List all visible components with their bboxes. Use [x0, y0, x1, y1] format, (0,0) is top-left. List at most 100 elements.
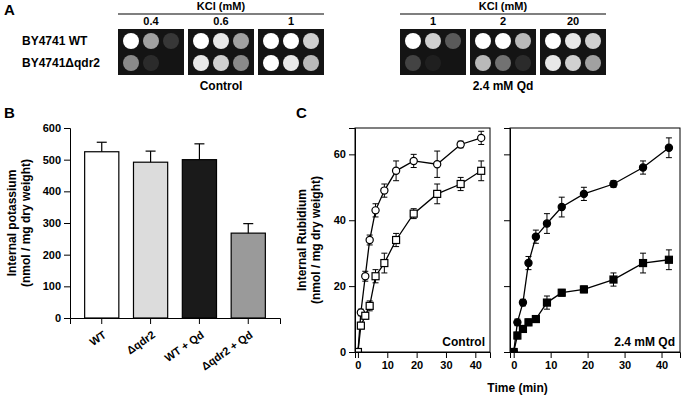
error-bar [381, 253, 387, 273]
error-bar [243, 224, 253, 234]
tick-label: Δqdr2 + Qd [199, 328, 255, 372]
axis: 010203040 [511, 352, 681, 371]
row-label: BY4741Δqdr2 [22, 56, 100, 70]
spot [405, 33, 421, 49]
tick-mark [101, 318, 102, 324]
marker [362, 273, 369, 280]
tick: 30 [619, 352, 631, 371]
spot [163, 33, 179, 49]
plate [258, 29, 324, 75]
error-bar-cap [434, 151, 440, 152]
error-bar [514, 332, 520, 339]
kcl-label: 2 [500, 15, 506, 27]
marker [381, 187, 388, 194]
error-bar [533, 230, 539, 243]
spot [495, 33, 511, 49]
tick-label: WT + Qd [162, 328, 206, 364]
tick-label: 40 [656, 359, 668, 371]
axis-line [511, 353, 681, 359]
marker [410, 157, 417, 164]
axis [504, 129, 511, 353]
tick-label: 40 [334, 214, 346, 226]
tick-label: WT [87, 328, 108, 348]
plate [400, 29, 466, 75]
error-bar-cap [478, 160, 484, 161]
tick-label: 500 [43, 154, 61, 166]
tick-mark [64, 286, 70, 287]
tick: 20 [334, 280, 355, 292]
error-bar-cap [411, 167, 417, 168]
kcl-label: 20 [567, 15, 579, 27]
tick-mark [446, 352, 447, 358]
tick-label: 0 [511, 359, 517, 371]
spot [143, 33, 159, 49]
error-bar-cap [393, 246, 399, 247]
marker [519, 299, 526, 306]
tick-label: Δqdr2 [124, 328, 157, 356]
spot [515, 55, 531, 71]
error-bar [581, 187, 587, 200]
spot [425, 33, 441, 49]
tick: Δqdr2 + Qd [199, 318, 255, 372]
tick-label: 400 [43, 185, 61, 197]
spot [475, 33, 491, 49]
spot [233, 55, 249, 71]
line [358, 138, 481, 352]
kcl-label: 0.4 [143, 15, 159, 27]
tick-mark [475, 352, 476, 358]
error-bar-cap [373, 282, 379, 283]
tick-label: 40 [470, 359, 482, 371]
error-bar-cap [666, 269, 672, 270]
panel-letter: A [4, 1, 15, 18]
error-bar-cap [367, 235, 373, 236]
axis: 0100200300400500600 [43, 122, 71, 324]
axis-line [504, 129, 511, 353]
tick: WT + Qd [162, 318, 206, 364]
tick: 600 [43, 122, 70, 134]
error-bar-cap [393, 233, 399, 234]
error-bar-stem [150, 151, 151, 162]
axis-line [64, 129, 71, 319]
tick: Δqdr2 [124, 318, 157, 356]
tick-label: 0 [355, 359, 361, 371]
error-bar-cap [478, 180, 484, 181]
error-bar-stem [101, 142, 102, 152]
error-bar [610, 273, 616, 286]
marker [665, 256, 672, 263]
error-bar [525, 256, 531, 269]
error-bar [373, 270, 379, 283]
error-bar-cap [97, 142, 107, 143]
error-bar [478, 161, 484, 181]
error-bar-cap [146, 151, 156, 152]
marker [366, 302, 373, 309]
panel-letter: C [296, 104, 307, 121]
error-bar [458, 141, 464, 148]
panel-title: 2.4 mM Qd [614, 335, 675, 349]
marker [434, 161, 441, 168]
axis-title: Internal Rubidium [295, 189, 309, 291]
spot [123, 55, 139, 71]
error-bar [358, 322, 364, 329]
axis-line [349, 129, 356, 353]
tick-mark [417, 352, 418, 358]
error-bar [367, 235, 373, 245]
marker [478, 167, 485, 174]
spot [283, 55, 299, 71]
tick-mark [199, 318, 200, 324]
error-bar-cap [559, 216, 565, 217]
error-bar-cap [381, 253, 387, 254]
axis-title: Internal potassium [5, 170, 19, 277]
plate [470, 29, 536, 75]
error-bar-cap [243, 223, 253, 224]
error-bar-cap [434, 184, 440, 185]
figure: ABY4741 WTBY4741Δqdr2KCl (mM)0.40.61Cont… [0, 0, 695, 400]
error-bar-cap [458, 190, 464, 191]
error-bar-cap [544, 213, 550, 214]
tick-mark [358, 352, 359, 358]
tick-mark [588, 352, 589, 358]
bar [182, 160, 216, 318]
tick-label: 30 [440, 359, 452, 371]
error-bar [146, 151, 156, 162]
error-bar [520, 299, 526, 306]
error-bar-cap [610, 272, 616, 273]
